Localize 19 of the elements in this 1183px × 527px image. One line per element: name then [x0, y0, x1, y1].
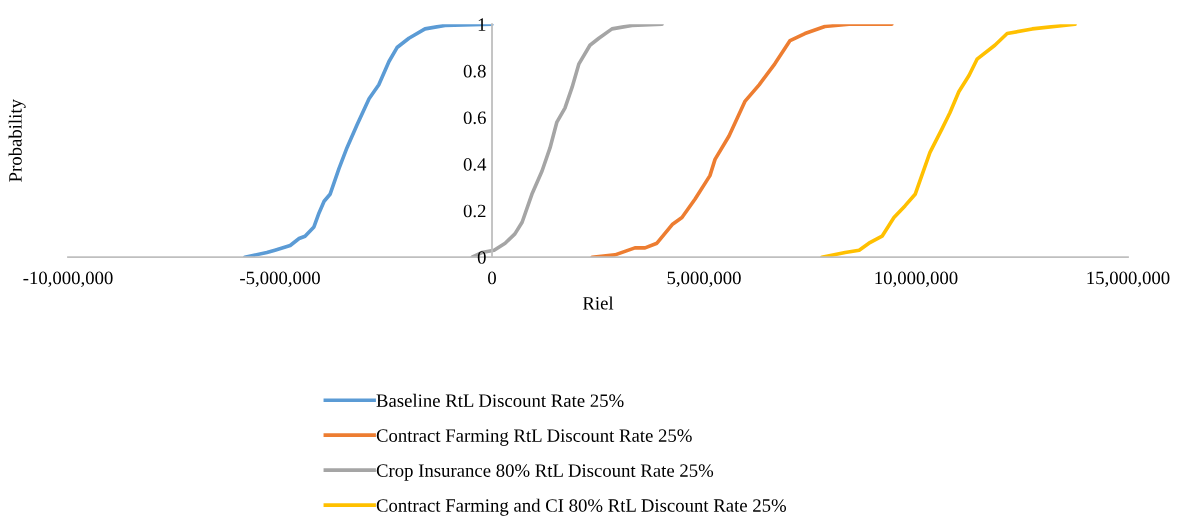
y-tick-label: 0.8: [463, 64, 486, 78]
x-tick-label: 5,000,000: [667, 271, 741, 287]
y-tick-label: 0.6: [463, 111, 486, 125]
x-axis-title: Riel: [582, 296, 614, 310]
line-series: [820, 24, 1077, 258]
legend-label: Contract Farming and CI 80% RtL Discount Rate 25%: [376, 498, 787, 516]
x-tick-label: -5,000,000: [240, 271, 320, 287]
legend-label: Baseline RtL Discount Rate 25%: [376, 393, 624, 408]
y-axis-title: Probability: [8, 99, 26, 182]
x-tick-label: 15,000,000: [1087, 271, 1170, 287]
legend-label: Crop Insurance 80% RtL Discount Rate 25%: [376, 464, 714, 481]
x-tick-label: 0: [488, 271, 496, 285]
y-tick-label: 0.2: [463, 204, 486, 218]
x-tick-label: 10,000,000: [875, 271, 958, 287]
y-tick-label: 0: [477, 251, 486, 264]
x-tick-label: -10,000,000: [23, 271, 113, 287]
y-tick-label: 0.4: [463, 158, 487, 171]
legend-label: Contract Farming RtL Discount Rate 25%: [376, 429, 692, 446]
line-series: [590, 24, 894, 258]
